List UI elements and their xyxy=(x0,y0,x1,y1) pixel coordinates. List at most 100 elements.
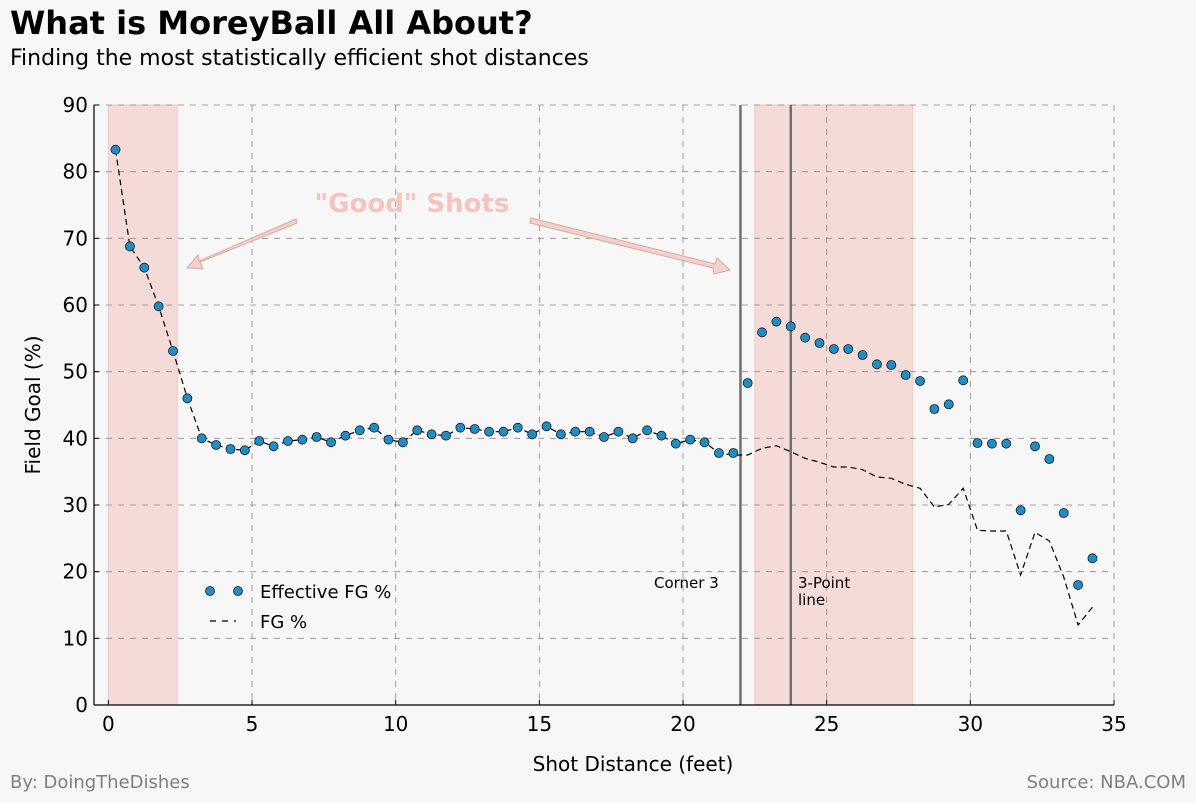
legend: Effective FG % FG % xyxy=(205,582,391,633)
data-point-efg xyxy=(1030,441,1040,452)
three-point-line-label-1: 3-Point xyxy=(798,574,850,592)
data-point-efg xyxy=(311,432,322,442)
y-axis-label: Field Goal (%) xyxy=(21,335,45,474)
data-point-efg xyxy=(541,421,552,432)
x-tick-label: 20 xyxy=(670,712,695,736)
footer-source: Source: NBA.COM xyxy=(1026,772,1186,793)
data-point-efg xyxy=(297,434,308,445)
data-point-efg xyxy=(972,438,983,448)
data-point-efg xyxy=(340,430,351,441)
data-point-efg xyxy=(986,438,997,449)
data-point-efg xyxy=(886,360,897,370)
data-point-efg xyxy=(599,432,609,442)
data-point-efg xyxy=(814,338,825,348)
data-point-efg xyxy=(1001,438,1012,449)
data-point-efg xyxy=(326,437,336,448)
data-point-efg xyxy=(728,448,739,458)
data-point-efg xyxy=(556,429,566,440)
data-point-efg xyxy=(958,375,969,386)
series-line-fg xyxy=(114,149,1093,627)
data-point-efg xyxy=(900,370,911,380)
good-shots-arrow-left xyxy=(185,218,298,270)
corner3-label: Corner 3 xyxy=(654,574,719,592)
y-tick-label: 90 xyxy=(63,93,88,117)
x-tick-label: 25 xyxy=(814,712,839,736)
data-point-efg xyxy=(627,433,638,444)
data-point-efg xyxy=(196,433,207,444)
data-point-efg xyxy=(498,426,509,437)
data-point-efg xyxy=(613,426,624,437)
data-point-efg xyxy=(699,437,710,448)
data-point-efg xyxy=(1058,508,1069,518)
data-point-efg xyxy=(354,425,365,436)
y-tick-label: 80 xyxy=(63,160,88,184)
data-point-efg xyxy=(139,262,150,273)
three-point-line-label-2: line xyxy=(798,591,825,609)
data-point-efg xyxy=(714,448,724,458)
data-point-efg xyxy=(225,444,236,454)
data-point-efg xyxy=(1087,553,1098,564)
data-point-efg xyxy=(211,440,222,450)
y-tick-label: 20 xyxy=(63,560,88,584)
data-point-efg xyxy=(800,332,811,343)
y-tick-label: 40 xyxy=(63,426,88,450)
data-point-efg xyxy=(426,429,437,440)
data-point-efg xyxy=(843,344,854,354)
x-tick-label: 30 xyxy=(958,712,983,736)
data-point-efg xyxy=(153,301,164,312)
data-point-efg xyxy=(110,144,121,155)
legend-label-fg: FG % xyxy=(260,612,307,633)
data-point-efg xyxy=(469,424,480,434)
data-point-efg xyxy=(455,422,466,433)
data-point-efg xyxy=(412,425,423,436)
data-point-efg xyxy=(857,350,868,360)
data-point-efg xyxy=(268,441,279,452)
footer-credit: By: DoingTheDishes xyxy=(10,772,190,793)
data-point-efg xyxy=(283,436,293,446)
x-tick-label: 35 xyxy=(1101,712,1126,736)
data-point-efg xyxy=(369,422,380,433)
good-shots-label: "Good" Shots xyxy=(315,189,510,219)
data-point-efg xyxy=(484,426,494,437)
x-tick-label: 10 xyxy=(383,712,408,736)
legend-label-efg: Effective FG % xyxy=(260,582,391,603)
data-point-efg xyxy=(168,346,178,356)
data-point-efg xyxy=(642,425,652,436)
data-point-efg xyxy=(656,430,667,441)
data-point-efg xyxy=(570,426,581,437)
x-axis-label: Shot Distance (feet) xyxy=(533,752,734,776)
y-tick-label: 60 xyxy=(63,293,88,317)
data-point-efg xyxy=(685,434,696,445)
data-point-efg xyxy=(929,404,940,414)
data-point-efg xyxy=(239,445,250,456)
x-tick-label: 5 xyxy=(246,712,259,736)
chart-subtitle: Finding the most statistically efficient… xyxy=(10,46,589,71)
data-point-efg xyxy=(1073,580,1083,590)
legend-marker-efg-2 xyxy=(233,586,243,596)
data-point-efg xyxy=(742,378,753,388)
data-point-efg xyxy=(584,426,595,437)
data-point-efg xyxy=(441,430,451,441)
y-tick-label: 50 xyxy=(63,360,88,384)
data-point-efg xyxy=(828,344,839,354)
data-point-efg xyxy=(943,399,954,410)
data-point-efg xyxy=(757,327,767,338)
data-point-efg xyxy=(872,359,882,370)
legend-marker-efg xyxy=(205,586,215,596)
data-point-efg xyxy=(771,316,782,327)
data-point-efg xyxy=(182,393,193,404)
data-point-efg xyxy=(397,437,408,448)
chart-title: What is MoreyBall All About? xyxy=(10,4,533,42)
data-point-efg xyxy=(1015,505,1026,516)
good-shots-arrow-right xyxy=(529,217,732,275)
x-tick-label: 15 xyxy=(527,712,552,736)
data-point-efg xyxy=(512,422,523,433)
y-tick-label: 30 xyxy=(63,493,88,517)
data-point-efg xyxy=(1044,454,1055,464)
data-point-efg xyxy=(915,376,925,386)
data-point-efg xyxy=(383,434,394,445)
data-point-efg xyxy=(527,429,538,440)
x-tick-label: 0 xyxy=(102,712,115,736)
shaded-region-1 xyxy=(754,104,914,706)
